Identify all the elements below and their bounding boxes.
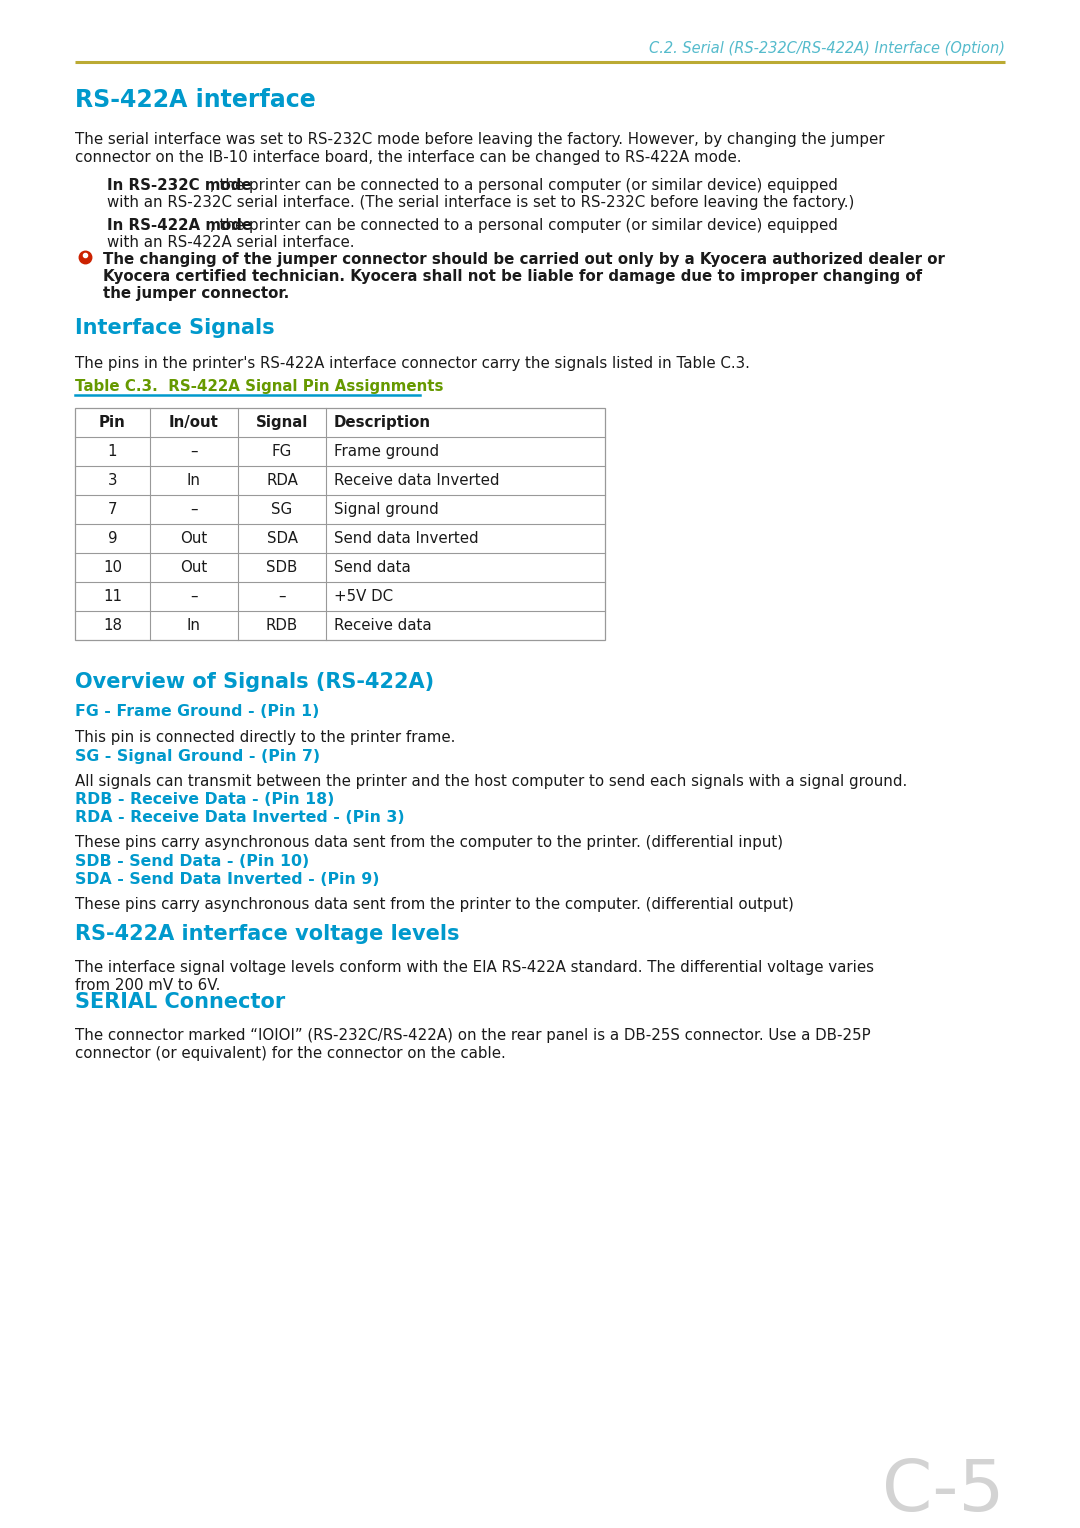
Text: SDA: SDA: [267, 532, 297, 545]
Text: connector on the IB-10 interface board, the interface can be changed to RS-422A : connector on the IB-10 interface board, …: [75, 150, 742, 165]
Text: FG - Frame Ground - (Pin 1): FG - Frame Ground - (Pin 1): [75, 704, 320, 720]
Text: RDA: RDA: [266, 474, 298, 487]
Text: Out: Out: [180, 532, 207, 545]
Text: –: –: [190, 445, 198, 458]
Text: Interface Signals: Interface Signals: [75, 318, 274, 338]
Text: The changing of the jumper connector should be carried out only by a Kyocera aut: The changing of the jumper connector sho…: [103, 252, 945, 267]
Text: 9: 9: [108, 532, 118, 545]
Text: RS-422A interface voltage levels: RS-422A interface voltage levels: [75, 924, 459, 944]
Text: Signal ground: Signal ground: [334, 503, 438, 516]
Text: Kyocera certified technician. Kyocera shall not be liable for damage due to impr: Kyocera certified technician. Kyocera sh…: [103, 269, 922, 284]
Text: The interface signal voltage levels conform with the EIA RS-422A standard. The d: The interface signal voltage levels conf…: [75, 960, 874, 975]
Text: The serial interface was set to RS-232C mode before leaving the factory. However: The serial interface was set to RS-232C …: [75, 131, 885, 147]
Text: SDA - Send Data Inverted - (Pin 9): SDA - Send Data Inverted - (Pin 9): [75, 871, 379, 886]
Text: Signal: Signal: [256, 416, 308, 429]
Text: –: –: [190, 588, 198, 604]
Text: These pins carry asynchronous data sent from the computer to the printer. (diffe: These pins carry asynchronous data sent …: [75, 834, 783, 850]
Text: 10: 10: [103, 559, 122, 575]
Text: These pins carry asynchronous data sent from the printer to the computer. (diffe: These pins carry asynchronous data sent …: [75, 897, 794, 912]
Text: C.2. Serial (RS-232C/RS-422A) Interface (Option): C.2. Serial (RS-232C/RS-422A) Interface …: [649, 41, 1005, 55]
Text: Table C.3.  RS-422A Signal Pin Assignments: Table C.3. RS-422A Signal Pin Assignment…: [75, 379, 444, 394]
Text: connector (or equivalent) for the connector on the cable.: connector (or equivalent) for the connec…: [75, 1047, 505, 1060]
Text: Send data: Send data: [334, 559, 410, 575]
Text: Overview of Signals (RS-422A): Overview of Signals (RS-422A): [75, 672, 434, 692]
Text: SG - Signal Ground - (Pin 7): SG - Signal Ground - (Pin 7): [75, 749, 320, 764]
Bar: [75, 408, 605, 640]
Text: +5V DC: +5V DC: [334, 588, 393, 604]
Text: –: –: [279, 588, 286, 604]
Text: All signals can transmit between the printer and the host computer to send each : All signals can transmit between the pri…: [75, 775, 907, 788]
Text: Receive data: Receive data: [334, 617, 432, 633]
Text: SDB: SDB: [267, 559, 298, 575]
Text: 7: 7: [108, 503, 118, 516]
Text: RDB - Receive Data - (Pin 18): RDB - Receive Data - (Pin 18): [75, 793, 335, 807]
Text: SERIAL Connector: SERIAL Connector: [75, 992, 285, 1012]
Text: In/out: In/out: [170, 416, 219, 429]
Text: Send data Inverted: Send data Inverted: [334, 532, 478, 545]
Text: –: –: [190, 503, 198, 516]
Text: In RS-232C mode: In RS-232C mode: [107, 177, 252, 193]
Text: RS-422A interface: RS-422A interface: [75, 89, 315, 112]
Text: Pin: Pin: [99, 416, 126, 429]
Text: Out: Out: [180, 559, 207, 575]
Text: SG: SG: [271, 503, 293, 516]
Text: Description: Description: [334, 416, 431, 429]
Text: Frame ground: Frame ground: [334, 445, 440, 458]
Text: FG: FG: [272, 445, 292, 458]
Text: , the printer can be connected to a personal computer (or similar device) equipp: , the printer can be connected to a pers…: [210, 219, 838, 232]
Text: 3: 3: [108, 474, 118, 487]
Text: , the printer can be connected to a personal computer (or similar device) equipp: , the printer can be connected to a pers…: [210, 177, 838, 193]
Text: with an RS-232C serial interface. (The serial interface is set to RS-232C before: with an RS-232C serial interface. (The s…: [107, 196, 854, 209]
Text: with an RS-422A serial interface.: with an RS-422A serial interface.: [107, 235, 354, 251]
Text: Receive data Inverted: Receive data Inverted: [334, 474, 499, 487]
Text: In: In: [187, 617, 201, 633]
Text: 11: 11: [103, 588, 122, 604]
Text: C-5: C-5: [882, 1458, 1005, 1526]
Text: the jumper connector.: the jumper connector.: [103, 286, 289, 301]
Text: 18: 18: [103, 617, 122, 633]
Text: The pins in the printer's RS-422A interface connector carry the signals listed i: The pins in the printer's RS-422A interf…: [75, 356, 750, 371]
Text: from 200 mV to 6V.: from 200 mV to 6V.: [75, 978, 220, 993]
Text: The connector marked “IOIOI” (RS-232C/RS-422A) on the rear panel is a DB-25S con: The connector marked “IOIOI” (RS-232C/RS…: [75, 1028, 870, 1044]
Text: In RS-422A mode: In RS-422A mode: [107, 219, 252, 232]
Text: RDB: RDB: [266, 617, 298, 633]
Text: This pin is connected directly to the printer frame.: This pin is connected directly to the pr…: [75, 730, 456, 746]
Text: SDB - Send Data - (Pin 10): SDB - Send Data - (Pin 10): [75, 854, 309, 869]
Text: 1: 1: [108, 445, 118, 458]
Text: In: In: [187, 474, 201, 487]
Text: RDA - Receive Data Inverted - (Pin 3): RDA - Receive Data Inverted - (Pin 3): [75, 810, 405, 825]
